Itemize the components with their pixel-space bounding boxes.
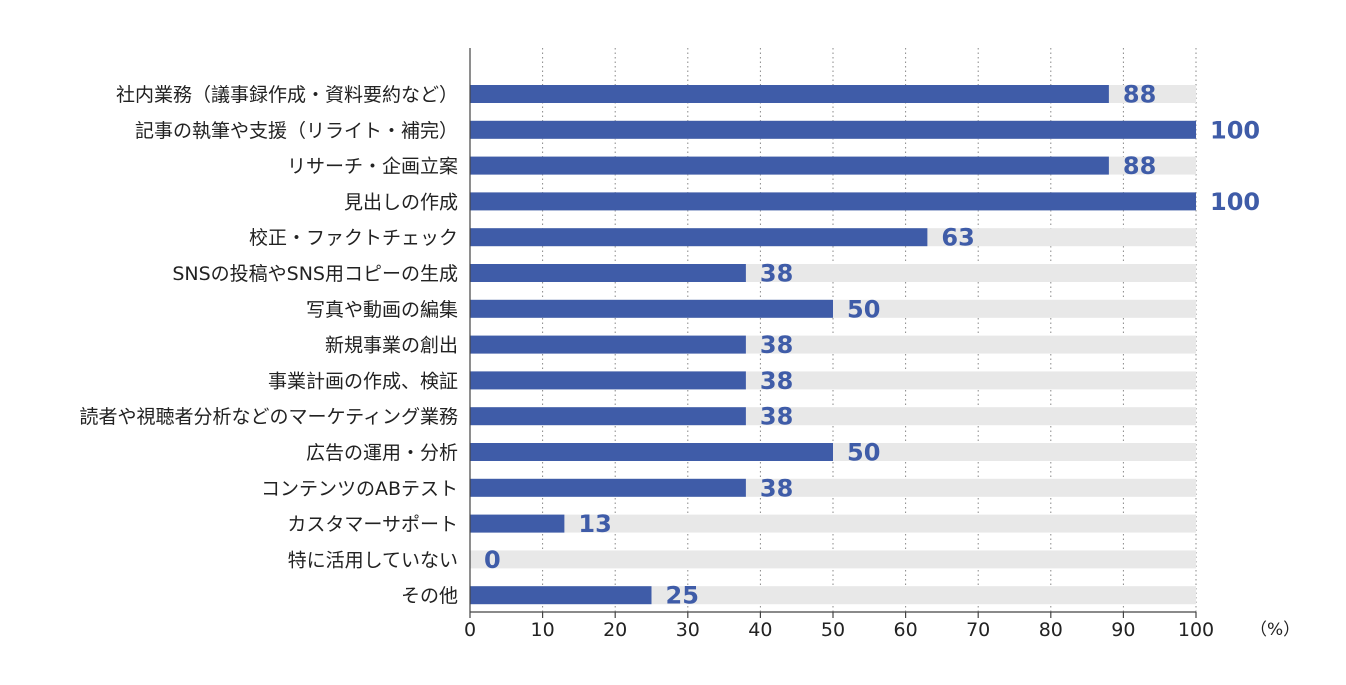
bar (470, 120, 1196, 139)
x-tick-label: 10 (531, 619, 555, 641)
x-unit-label: （%） (1250, 620, 1300, 640)
category-label: 広告の運用・分析 (306, 442, 458, 464)
value-label: 38 (760, 331, 793, 359)
bar (470, 443, 833, 461)
category-label: 新規事業の創出 (325, 335, 458, 357)
bar (470, 478, 746, 497)
category-label: 見出しの作成 (344, 191, 458, 213)
bar (470, 156, 1109, 175)
bars (470, 85, 1196, 605)
value-label: 50 (847, 295, 880, 323)
category-label: 校正・ファクトチェック (249, 227, 458, 249)
category-label: 写真や動画の編集 (306, 299, 458, 321)
value-label: 38 (760, 474, 793, 502)
x-tick-label: 20 (603, 619, 627, 641)
bar (470, 335, 746, 354)
bar-track (470, 550, 1196, 569)
x-tick-label: 0 (464, 619, 476, 641)
bar (470, 228, 928, 247)
x-tick-label: 50 (821, 619, 845, 641)
x-tick-label: 40 (748, 619, 772, 641)
value-label: 0 (484, 546, 501, 574)
value-label: 38 (760, 403, 793, 431)
axes (469, 48, 1197, 618)
bar (470, 192, 1196, 211)
category-label: コンテンツのABテスト (261, 478, 458, 500)
bar (470, 85, 1109, 103)
value-label: 50 (847, 439, 880, 467)
bar (470, 371, 746, 390)
value-labels: 88 100 88 100 63 38 50 38 38 38 50 38 13 0 25 (484, 81, 1260, 610)
category-label: SNSの投稿やSNS用コピーの生成 (172, 263, 458, 285)
category-label: 社内業務（議事録作成・資料要約など） (116, 84, 458, 106)
bar (470, 514, 565, 533)
value-label: 25 (666, 582, 699, 610)
value-label: 100 (1210, 116, 1260, 144)
category-label: その他 (401, 585, 458, 607)
bar (470, 299, 833, 318)
bar-track (470, 514, 1196, 533)
value-label: 38 (760, 367, 793, 395)
value-label: 100 (1210, 188, 1260, 216)
x-tick-label: 90 (1111, 619, 1135, 641)
value-label: 63 (941, 224, 974, 252)
category-label: 記事の執筆や支援（リライト・補完） (135, 120, 458, 142)
bar (470, 407, 746, 426)
x-tick-label: 70 (966, 619, 990, 641)
bar (470, 586, 652, 605)
category-label: 特に活用していない (288, 549, 458, 571)
value-label: 38 (760, 260, 793, 288)
bar (470, 264, 746, 282)
category-labels: 社内業務（議事録作成・資料要約など） 記事の執筆や支援（リライト・補完） リサーチ・… (80, 84, 458, 607)
category-label: リサーチ・企画立案 (287, 156, 458, 178)
x-tick-labels: 0 10 20 30 40 50 60 70 80 90 100 (464, 619, 1214, 641)
x-tick-label: 30 (676, 619, 700, 641)
value-label: 88 (1123, 81, 1156, 109)
x-tick-label: 60 (894, 619, 918, 641)
x-tick-label: 100 (1178, 619, 1214, 641)
x-tick-label: 80 (1039, 619, 1063, 641)
category-label: カスタマーサポート (287, 514, 458, 536)
category-label: 事業計画の作成、検証 (268, 370, 458, 392)
category-label: 読者や視聴者分析などのマーケティング業務 (80, 406, 458, 428)
value-label: 88 (1123, 152, 1156, 180)
value-label: 13 (578, 510, 611, 538)
